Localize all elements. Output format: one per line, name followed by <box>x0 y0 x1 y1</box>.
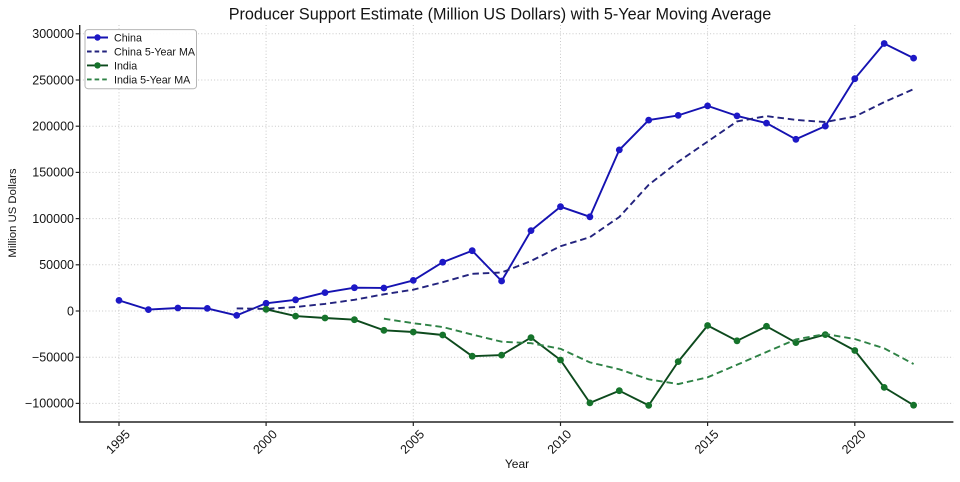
svg-text:Producer Support Estimate (Mil: Producer Support Estimate (Million US Do… <box>229 6 772 24</box>
svg-text:250000: 250000 <box>32 73 74 87</box>
svg-text:0: 0 <box>67 304 74 318</box>
svg-text:100000: 100000 <box>32 212 74 226</box>
svg-text:India: India <box>114 60 137 72</box>
svg-text:50000: 50000 <box>39 258 74 272</box>
svg-text:China: China <box>114 32 142 44</box>
svg-text:300000: 300000 <box>32 27 74 41</box>
svg-text:−50000: −50000 <box>32 351 74 365</box>
svg-text:200000: 200000 <box>32 120 74 134</box>
svg-text:Million US Dollars: Million US Dollars <box>7 168 19 257</box>
svg-text:Year: Year <box>505 457 529 471</box>
svg-text:China 5-Year MA: China 5-Year MA <box>114 46 196 58</box>
svg-text:−100000: −100000 <box>25 397 74 411</box>
svg-text:150000: 150000 <box>32 166 74 180</box>
svg-text:India 5-Year MA: India 5-Year MA <box>114 74 191 86</box>
